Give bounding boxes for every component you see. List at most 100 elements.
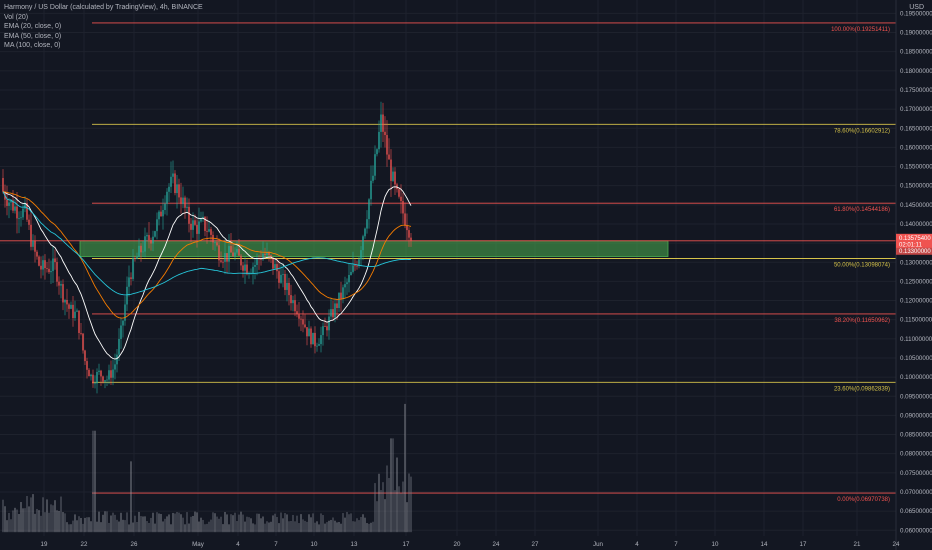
candle-body [322, 326, 324, 336]
volume-bar [206, 523, 208, 533]
candles [2, 101, 412, 394]
currency-label: USD [909, 4, 924, 11]
volume-bar [168, 514, 170, 533]
volume-bar [282, 518, 284, 533]
candle-body [134, 258, 136, 259]
candle-body [82, 333, 84, 351]
candle-body [120, 325, 122, 339]
candle-body [274, 264, 276, 269]
x-tick-label: 17 [403, 541, 410, 548]
volume-bar [146, 521, 148, 533]
volume-bar [24, 508, 26, 533]
candle-body [124, 304, 126, 321]
volume-bar [260, 518, 262, 533]
candle-body [14, 206, 16, 211]
candle-body [140, 245, 142, 253]
volume-bar [132, 522, 134, 533]
volume-bar [334, 520, 336, 533]
candle-body [252, 266, 254, 274]
candle-body [380, 114, 382, 132]
volume-bar [50, 504, 52, 533]
volume-bar [10, 519, 12, 533]
volume-bar [374, 483, 376, 533]
volume-bar [34, 513, 36, 533]
volume-bar [382, 482, 384, 533]
candle-body [254, 264, 256, 267]
candle-body [152, 236, 154, 244]
candle-body [192, 220, 194, 230]
candle-body [358, 259, 360, 267]
candle-body [88, 369, 90, 377]
volume-bar [400, 493, 402, 533]
candle-body [76, 310, 78, 312]
volume-bar [70, 524, 72, 533]
candle-body [214, 242, 216, 244]
indicator-vol: Vol (20) [4, 13, 29, 21]
candle-body [164, 203, 166, 210]
candle-body [106, 379, 108, 381]
candle-body [330, 309, 332, 317]
candle-body [154, 231, 156, 237]
x-tick-label: 17 [800, 541, 807, 548]
y-tick-label: 0.19000000 [900, 30, 932, 37]
volume-bar [220, 516, 222, 533]
y-tick-label: 0.16500000 [900, 125, 932, 132]
x-tick-label: 7 [674, 541, 678, 548]
volume-bar [234, 512, 236, 533]
candle-body [42, 260, 44, 270]
volume-bar [86, 517, 88, 533]
candle-body [338, 292, 340, 308]
candle-body [342, 287, 344, 299]
candle-body [202, 216, 204, 219]
x-tick-label: 27 [532, 541, 539, 548]
volume-bar [212, 512, 214, 533]
candle-body [384, 131, 386, 136]
x-tick-label: 10 [712, 541, 719, 548]
y-tick-label: 0.18000000 [900, 68, 932, 75]
volume-bar [170, 524, 172, 533]
volume-bar [294, 521, 296, 533]
candle-body [118, 338, 120, 355]
candle-body [360, 250, 362, 260]
volume-bar [14, 507, 16, 533]
candle-body [30, 224, 32, 247]
candle-body [32, 240, 34, 247]
candle-body [130, 277, 132, 279]
y-tick-label: 0.09500000 [900, 393, 932, 400]
volume-bar [398, 486, 400, 533]
candle-body [218, 245, 220, 261]
candle-body [176, 184, 178, 194]
volume-bar [42, 497, 44, 533]
volume-bar [302, 519, 304, 533]
candle-body [160, 211, 162, 217]
candle-body [170, 176, 172, 187]
candle-body [204, 216, 206, 231]
volume-bar [128, 524, 130, 533]
y-axis: 0.19500000 0.19000000 0.18500000 0.18000000… [895, 0, 932, 550]
volume-bar [108, 522, 110, 533]
x-tick-label: Jun [593, 541, 604, 548]
y-tick-label: 0.09000000 [900, 412, 932, 419]
candle-body [278, 271, 280, 283]
y-tick-label: 0.10500000 [900, 355, 932, 362]
x-tick-label: 24 [893, 541, 900, 548]
candle-body [334, 303, 336, 318]
candle-body [410, 237, 412, 241]
volume-bar [284, 513, 286, 533]
y-tick-label: 0.07500000 [900, 470, 932, 477]
y-tick-label: 0.14000000 [900, 221, 932, 228]
volume-bar [2, 499, 4, 533]
candle-body [182, 197, 184, 204]
candle-body [294, 300, 296, 312]
candle-body [354, 265, 356, 267]
volume-bar [80, 517, 82, 533]
candle-body [220, 260, 222, 262]
candle-body [36, 251, 38, 257]
volume-bar [256, 513, 258, 533]
candle-body [168, 186, 170, 192]
candle-body [142, 251, 144, 253]
volume-bar [36, 508, 38, 533]
candle-body [320, 335, 322, 345]
volume-bar [22, 508, 24, 533]
